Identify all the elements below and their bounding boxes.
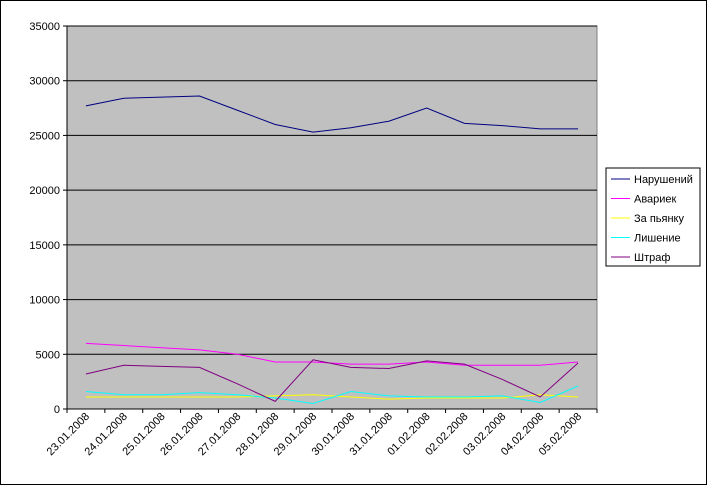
plot-area: [66, 25, 598, 410]
y-tick-label: 5000: [36, 349, 60, 361]
legend-label: Нарушений: [634, 174, 693, 186]
legend-label: Авариек: [634, 194, 677, 206]
y-tick-label: 0: [54, 404, 60, 416]
y-tick-label: 30000: [29, 76, 60, 88]
series-line: [85, 394, 579, 400]
series-line: [85, 95, 579, 133]
y-tick-label: 20000: [29, 185, 60, 197]
legend-label: Штраф: [634, 252, 670, 264]
series-line: [85, 342, 579, 366]
legend-box: [605, 167, 701, 267]
legend-label: За пьянку: [634, 213, 684, 225]
y-tick-label: 10000: [29, 295, 60, 307]
y-tick-label: 25000: [29, 130, 60, 142]
series-line: [85, 385, 579, 405]
series-line: [85, 359, 579, 402]
y-tick-label: 15000: [29, 240, 60, 252]
legend-label: Лишение: [634, 233, 681, 245]
y-tick-label: 35000: [29, 21, 60, 33]
